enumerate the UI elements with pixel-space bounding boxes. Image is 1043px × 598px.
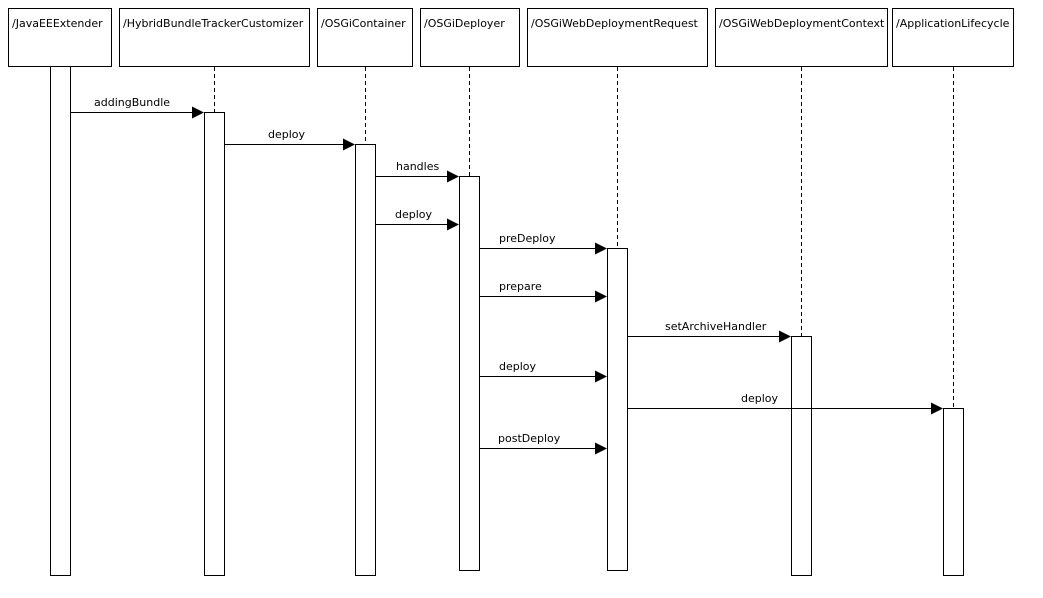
message-label: deploy [741,392,779,405]
activation-bar [355,144,376,576]
message-label: setArchiveHandler [665,320,767,333]
message-label: handles [396,160,439,173]
message-label: preDeploy [499,232,556,245]
participant-box [715,8,888,67]
activation-bar [943,408,964,576]
message-label: postDeploy [498,432,561,445]
arrow-head [595,442,607,455]
participant-box [317,8,413,67]
activation-bar [459,176,480,571]
arrow-head [595,242,607,255]
participant-label: /ApplicationLifecycle [896,17,1010,30]
message-label: deploy [499,360,537,373]
message-label: addingBundle [94,96,170,109]
participant-box [420,8,520,67]
arrow-head [447,218,459,231]
arrow-head [595,290,607,303]
participant-box [527,8,708,67]
activation-bar [791,336,812,576]
arrow-head [447,170,459,183]
arrow-head [931,402,943,415]
participant-box [892,8,1014,67]
arrow-head [192,106,204,119]
participant-label: /JavaEEExtender [12,17,103,30]
participant-label: /OSGiDeployer [424,17,505,30]
message-label: prepare [499,280,542,293]
participant-box [119,8,310,67]
activation-bar [607,248,628,571]
arrow-head [343,138,355,151]
arrow-head [595,370,607,383]
message-label: deploy [268,128,306,141]
arrow-head [779,330,791,343]
participant-label: /OSGiContainer [321,17,406,30]
participant-box [8,8,112,67]
participant-label: /HybridBundleTrackerCustomizer [123,17,304,30]
participant-label: /OSGiWebDeploymentContext [719,17,885,30]
activation-bar [50,66,71,576]
participant-label: /OSGiWebDeploymentRequest [531,17,699,30]
message-label: deploy [395,208,433,221]
activation-bar [204,112,225,576]
